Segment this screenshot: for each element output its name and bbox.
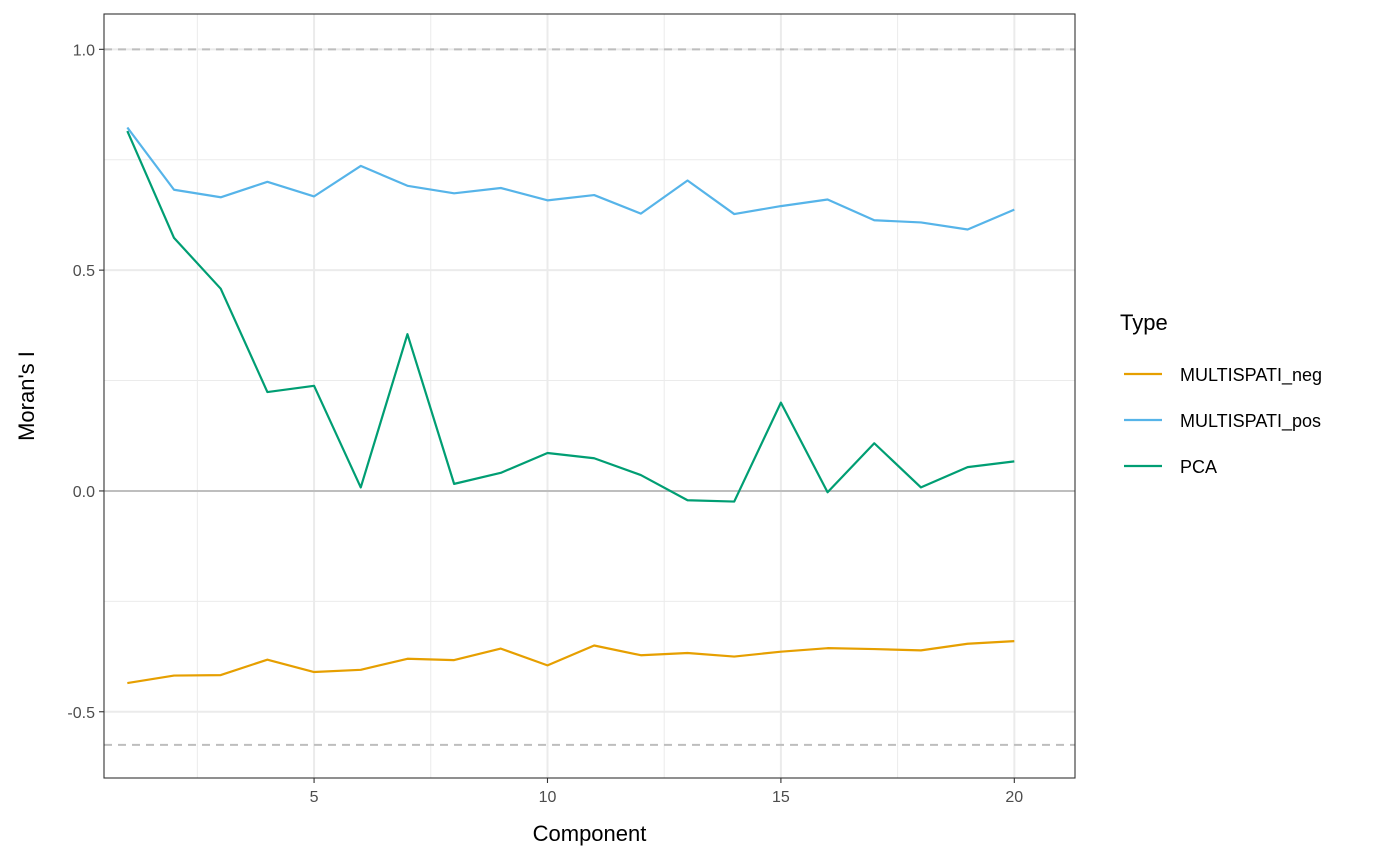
panel-background — [104, 14, 1075, 778]
y-tick-label: 0.5 — [73, 263, 95, 280]
x-axis-title: Component — [533, 821, 647, 846]
series-layer — [126, 126, 1015, 685]
legend: Type MULTISPATI_neg MULTISPATI_pos PCA — [1120, 310, 1322, 477]
legend-label: PCA — [1180, 457, 1217, 477]
x-tick-label: 20 — [1005, 789, 1023, 806]
series-line-pca — [126, 130, 1015, 503]
y-tick-label: 1.0 — [73, 42, 95, 59]
panel-border — [103, 13, 1076, 779]
y-axis-title: Moran's I — [14, 351, 39, 441]
x-tick-label: 5 — [310, 789, 319, 806]
legend-label: MULTISPATI_pos — [1180, 411, 1321, 432]
y-axis-ticks: -0.5 0.0 0.5 1.0 — [67, 42, 104, 722]
series-line-multispati-neg — [127, 640, 1015, 685]
y-tick-label: -0.5 — [67, 705, 95, 722]
legend-title: Type — [1120, 310, 1168, 335]
x-axis-ticks: 5 10 15 20 — [310, 778, 1023, 806]
legend-label: MULTISPATI_neg — [1180, 365, 1322, 386]
x-tick-label: 10 — [539, 789, 557, 806]
grid-layer — [104, 14, 1075, 778]
x-tick-label: 15 — [772, 789, 790, 806]
y-tick-label: 0.0 — [73, 484, 95, 501]
series-line-multispati-pos — [126, 126, 1015, 231]
reference-lines — [104, 48, 1075, 746]
